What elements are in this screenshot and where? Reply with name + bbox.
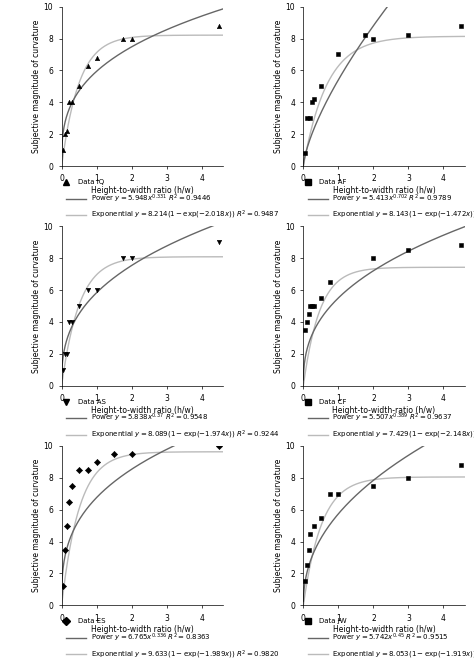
Point	[361, 30, 368, 41]
Point	[307, 528, 314, 539]
Text: Data CF: Data CF	[319, 399, 347, 405]
Point	[61, 544, 69, 555]
Text: Data IQ: Data IQ	[78, 179, 104, 185]
Text: Power $y = 6.765x^{0.336}$ $R^2 = 0.8363$: Power $y = 6.765x^{0.336}$ $R^2 = 0.8363…	[91, 632, 210, 644]
Point	[93, 285, 100, 295]
Text: Exponential $y = 8.089(1-\exp(-1.974x))$ $R^2 = 0.9244$: Exponential $y = 8.089(1-\exp(-1.974x))$…	[91, 429, 279, 441]
Point	[61, 129, 69, 139]
Point	[305, 544, 312, 555]
Point	[308, 301, 316, 311]
Point	[326, 488, 333, 499]
Point	[75, 81, 83, 91]
Text: Power $y = 5.838x^{0.37}$ $R^2 = 0.9548$: Power $y = 5.838x^{0.37}$ $R^2 = 0.9548$	[91, 412, 208, 424]
Point	[301, 576, 309, 587]
Point	[335, 49, 342, 60]
Point	[65, 496, 73, 507]
Text: Exponential $y = 8.214(1-\exp(-2.018x))$ $R^2 = 0.9487$: Exponential $y = 8.214(1-\exp(-2.018x))$…	[91, 209, 279, 221]
Point	[60, 364, 67, 375]
Point	[307, 113, 314, 123]
Point	[457, 21, 465, 31]
Point	[305, 309, 312, 319]
Point	[68, 480, 76, 491]
Point	[75, 464, 83, 475]
Point	[84, 285, 91, 295]
Point	[110, 449, 118, 460]
X-axis label: Height-to-width ratio (h/w): Height-to-width ratio (h/w)	[91, 406, 193, 415]
Y-axis label: Subjective magnitude of curvature: Subjective magnitude of curvature	[273, 459, 283, 592]
Point	[68, 97, 76, 107]
Point	[457, 460, 465, 470]
Point	[216, 21, 223, 31]
Point	[60, 145, 67, 155]
Point	[405, 472, 412, 483]
Point	[303, 113, 310, 123]
Point	[370, 253, 377, 263]
Point	[63, 348, 71, 359]
Point	[68, 317, 76, 327]
Point	[65, 317, 73, 327]
Point	[63, 520, 71, 531]
Point	[303, 560, 310, 571]
Point	[93, 52, 100, 63]
Point	[119, 253, 127, 263]
X-axis label: Height-to-width-ratio (h/w): Height-to-width-ratio (h/w)	[332, 406, 436, 415]
Point	[128, 33, 136, 44]
Text: Exponential $y = 7.429(1-\exp(-2.148x))$ $R^2 = 0.8448$: Exponential $y = 7.429(1-\exp(-2.148x))$…	[332, 429, 474, 441]
Text: Power $y = 5.413x^{0.702}$ $R^2 = 0.9789$: Power $y = 5.413x^{0.702}$ $R^2 = 0.9789…	[332, 193, 453, 205]
Text: Power $y = 5.948x^{0.331}$ $R^2 = 0.9446$: Power $y = 5.948x^{0.331}$ $R^2 = 0.9446…	[91, 193, 211, 205]
Point	[405, 245, 412, 255]
Point	[65, 97, 73, 107]
Point	[317, 81, 325, 91]
Point	[405, 30, 412, 41]
Y-axis label: Subjective magnitude of curvature: Subjective magnitude of curvature	[32, 459, 41, 592]
Point	[317, 293, 325, 303]
X-axis label: Height-to-width ratio (h/w): Height-to-width ratio (h/w)	[91, 186, 193, 195]
Point	[216, 441, 223, 452]
Point	[310, 94, 318, 105]
X-axis label: Height-to-width ratio (h/w): Height-to-width ratio (h/w)	[333, 186, 435, 195]
Text: Data AS: Data AS	[78, 399, 106, 405]
Point	[128, 253, 136, 263]
Point	[370, 33, 377, 44]
Y-axis label: Subjective magnitude of curvature: Subjective magnitude of curvature	[32, 19, 41, 153]
Point	[84, 464, 91, 475]
Point	[301, 325, 309, 336]
Point	[84, 60, 91, 71]
Point	[75, 301, 83, 311]
Point	[335, 488, 342, 499]
Point	[216, 237, 223, 247]
Text: Exponential $y = 9.633(1-\exp(-1.989x))$ $R^2 = 0.9820$: Exponential $y = 9.633(1-\exp(-1.989x))$…	[91, 648, 280, 660]
Point	[307, 301, 314, 311]
X-axis label: Height-to-width ratio (h/w): Height-to-width ratio (h/w)	[91, 626, 193, 634]
Point	[310, 301, 318, 311]
Point	[61, 348, 69, 359]
Point	[301, 148, 309, 159]
Text: Exponential $y = 8.053(1-\exp(-1.919x))$ $R^2 = 0.9465$: Exponential $y = 8.053(1-\exp(-1.919x))$…	[332, 648, 474, 660]
Text: Exponential $y = 8.143(1-\exp(-1.472x))$ $R^2 = 0.9009$: Exponential $y = 8.143(1-\exp(-1.472x))$…	[332, 209, 474, 221]
Text: Power $y = 5.507x^{0.389}$ $R^2 = 0.9637$: Power $y = 5.507x^{0.389}$ $R^2 = 0.9637…	[332, 412, 453, 424]
Text: Data JW: Data JW	[319, 618, 347, 624]
Point	[457, 240, 465, 251]
Point	[128, 449, 136, 460]
X-axis label: Height-to-width ratio (h/w): Height-to-width ratio (h/w)	[333, 626, 435, 634]
Y-axis label: Subjective magnitude of curvature: Subjective magnitude of curvature	[273, 19, 283, 153]
Y-axis label: Subjective magnitude of curvature: Subjective magnitude of curvature	[273, 239, 283, 373]
Text: Power $y = 5.742x^{0.45}$ $R^2 = 0.9515$: Power $y = 5.742x^{0.45}$ $R^2 = 0.9515$	[332, 632, 449, 644]
Point	[60, 581, 67, 592]
Point	[119, 33, 127, 44]
Point	[308, 97, 316, 107]
Point	[317, 512, 325, 523]
Point	[93, 456, 100, 467]
Text: Data AF: Data AF	[319, 179, 347, 185]
Point	[370, 480, 377, 491]
Point	[303, 317, 310, 327]
Point	[310, 520, 318, 531]
Y-axis label: Subjective magnitude of curvature: Subjective magnitude of curvature	[32, 239, 41, 373]
Point	[63, 125, 71, 136]
Point	[326, 277, 333, 287]
Text: Data ES: Data ES	[78, 618, 105, 624]
